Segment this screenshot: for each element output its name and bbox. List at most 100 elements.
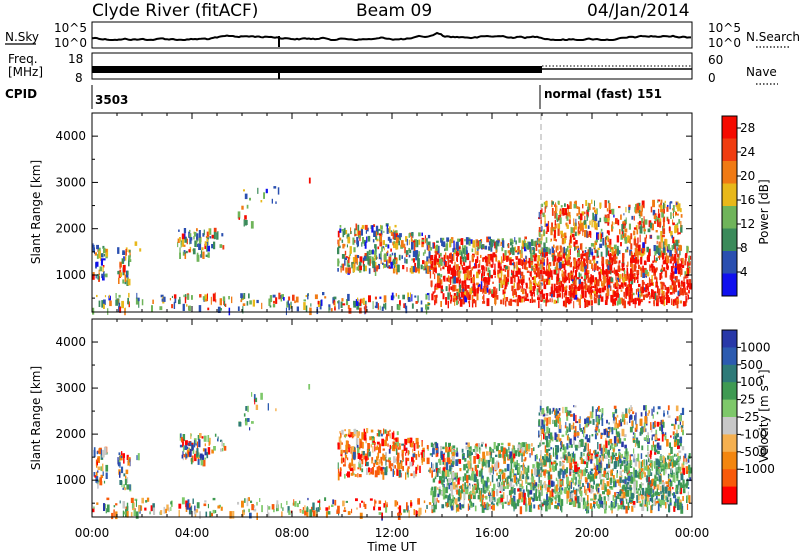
data-cell xyxy=(613,475,615,479)
data-cell xyxy=(642,488,645,495)
data-cell xyxy=(356,438,359,444)
data-cell xyxy=(456,490,458,495)
data-cell xyxy=(495,291,497,298)
data-cell xyxy=(638,488,641,490)
data-cell xyxy=(245,418,247,421)
data-cell xyxy=(663,221,664,227)
data-cell xyxy=(533,299,536,302)
data-cell xyxy=(318,301,320,305)
data-cell xyxy=(662,235,665,238)
data-cell xyxy=(351,450,352,455)
data-cell xyxy=(488,237,491,239)
data-cell xyxy=(550,239,551,242)
data-cell xyxy=(117,247,119,254)
data-cell xyxy=(340,225,342,228)
data-cell xyxy=(471,239,473,244)
data-cell xyxy=(170,298,171,300)
colorbar-tick-label: 20 xyxy=(740,169,755,183)
data-cell xyxy=(590,499,593,501)
data-cell xyxy=(580,274,582,277)
data-cell xyxy=(345,251,346,256)
data-cell xyxy=(621,489,623,491)
data-cell xyxy=(573,301,574,308)
data-cell xyxy=(627,247,629,250)
data-cell xyxy=(272,199,273,204)
data-cell xyxy=(324,296,326,298)
data-cell xyxy=(656,281,658,284)
data-cell xyxy=(578,227,579,234)
data-cell xyxy=(359,238,360,241)
data-cell xyxy=(602,418,604,426)
data-cell xyxy=(508,443,511,446)
data-cell xyxy=(667,218,668,222)
colorbar-swatch xyxy=(722,251,737,274)
data-cell xyxy=(640,235,641,243)
data-cell xyxy=(590,232,591,238)
data-cell xyxy=(492,475,494,483)
data-cell xyxy=(344,260,346,266)
data-cell xyxy=(377,247,379,250)
data-cell xyxy=(115,300,118,306)
data-cell xyxy=(544,284,547,289)
data-cell xyxy=(215,293,216,299)
data-cell xyxy=(421,301,423,305)
data-cell xyxy=(347,471,350,477)
data-cell xyxy=(620,215,622,220)
data-cell xyxy=(513,454,515,459)
data-cell xyxy=(208,435,210,442)
data-cell xyxy=(574,202,576,204)
data-cell xyxy=(588,291,589,294)
data-cell xyxy=(535,455,537,461)
data-cell xyxy=(475,247,476,254)
data-cell xyxy=(651,275,652,283)
data-cell xyxy=(599,244,602,248)
data-cell xyxy=(591,289,594,292)
data-cell xyxy=(614,245,617,249)
data-cell xyxy=(472,493,474,495)
data-cell xyxy=(350,246,352,254)
data-cell xyxy=(434,259,437,265)
data-cell xyxy=(387,460,388,462)
data-cell xyxy=(521,498,523,502)
data-cell xyxy=(363,298,365,305)
data-cell xyxy=(575,280,577,285)
data-cell xyxy=(504,502,506,504)
data-cell xyxy=(625,249,627,252)
data-cell xyxy=(543,460,546,465)
data-cell xyxy=(565,236,567,238)
data-cell xyxy=(586,462,588,468)
data-cell xyxy=(122,258,125,264)
data-cell xyxy=(341,458,343,463)
data-cell xyxy=(610,477,612,483)
data-cell xyxy=(519,250,521,254)
data-cell xyxy=(453,241,454,249)
data-cell xyxy=(482,244,485,248)
data-cell xyxy=(425,304,428,309)
data-cell xyxy=(393,241,395,244)
colorbar-tick-label: 28 xyxy=(740,121,755,135)
beam-label: Beam 09 xyxy=(356,1,432,21)
data-cell xyxy=(545,201,548,206)
data-cell xyxy=(439,470,441,473)
data-cell xyxy=(633,482,636,489)
data-cell xyxy=(645,219,648,224)
power-colorbar-label: Power [dB] xyxy=(757,179,771,244)
noise-trace xyxy=(92,33,691,40)
data-cell xyxy=(470,270,472,274)
data-cell xyxy=(423,252,425,256)
data-cell xyxy=(522,285,523,289)
data-cell xyxy=(537,267,540,273)
data-cell xyxy=(398,305,401,311)
data-cell xyxy=(598,272,600,275)
data-cell xyxy=(631,454,633,456)
data-cell xyxy=(599,267,601,269)
data-cell xyxy=(456,300,458,305)
data-cell xyxy=(665,487,668,494)
data-cell xyxy=(431,506,434,510)
data-cell xyxy=(667,265,669,270)
data-cell xyxy=(674,266,676,268)
data-cell xyxy=(394,255,396,258)
data-cell xyxy=(438,264,440,267)
data-cell xyxy=(393,233,395,239)
data-cell xyxy=(564,208,567,215)
